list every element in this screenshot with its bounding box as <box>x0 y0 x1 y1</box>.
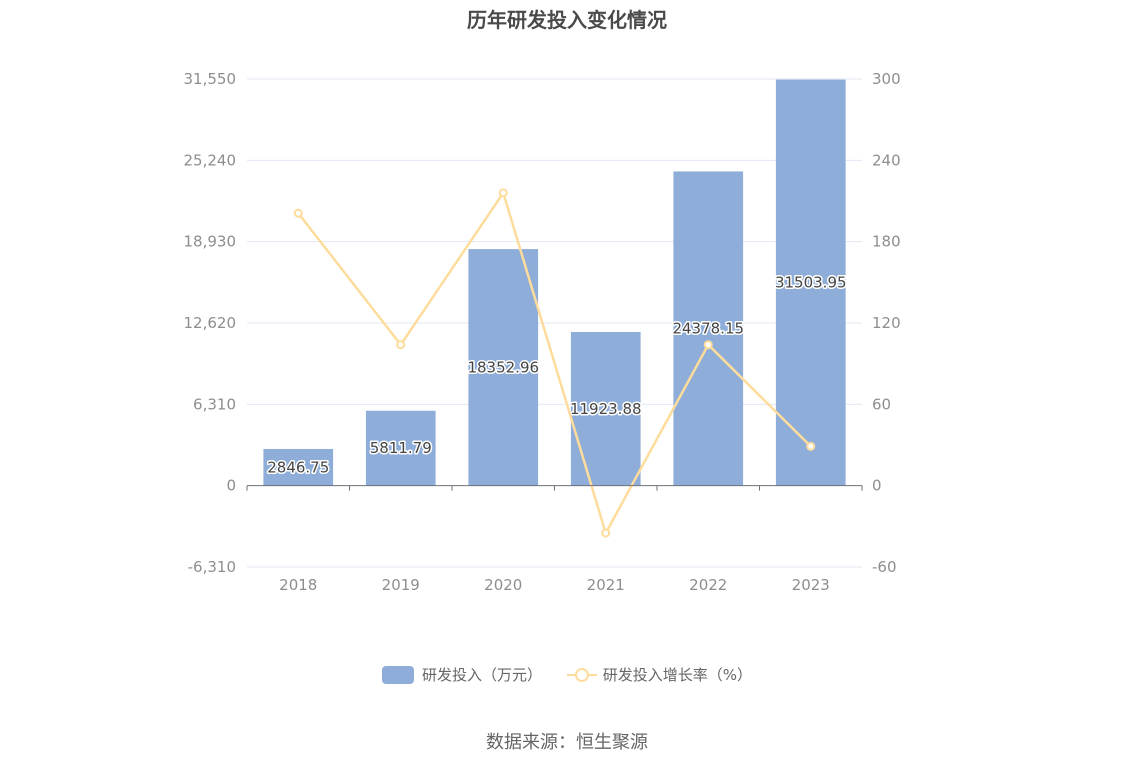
y-right-tick-label: 0 <box>872 477 882 495</box>
growth-point-2021 <box>601 528 611 538</box>
source-note: 数据来源：恒生聚源 <box>486 732 648 753</box>
y-right-tick-label: 300 <box>872 70 901 88</box>
bar-2018 <box>263 448 334 486</box>
growth-point-2022 <box>703 340 713 350</box>
y-left-tick-label: 6,310 <box>193 395 236 413</box>
grid-lines <box>247 78 862 568</box>
legend-item-bar[interactable]: 研发投入（万元） <box>381 664 542 685</box>
x-tick-label-2021: 2021 <box>587 576 625 594</box>
bar-label-2021: 11923.88 <box>570 400 642 418</box>
x-tick-label-2018: 2018 <box>279 576 317 594</box>
bar-labels: 2846.75 5811.79 18352.96 11923.88 24378.15 31… <box>266 272 848 478</box>
growth-point-2023 <box>806 441 816 451</box>
y-right-tick-label: 120 <box>872 314 901 332</box>
x-tick-label-2023: 2023 <box>792 576 830 594</box>
growth-point-2019 <box>396 340 406 350</box>
y-left-tick-label: 18,930 <box>184 233 237 251</box>
growth-point-2018 <box>293 208 303 218</box>
bars <box>263 79 846 486</box>
axes: -6,310 -60 0 0 6,310 60 12,620 120 18,930 180 25,2… <box>184 70 901 594</box>
bar-2019 <box>365 410 436 486</box>
y-right-tick-label: 180 <box>872 233 901 251</box>
growth-line <box>293 188 816 538</box>
bar-label-2018: 2846.75 <box>267 458 329 476</box>
y-right-tick-label: -60 <box>872 558 897 576</box>
bar-label-2020: 18352.96 <box>467 358 539 376</box>
y-right-tick-label: 60 <box>872 395 891 413</box>
y-left-tick-label: -6,310 <box>188 558 236 576</box>
x-tick-label-2019: 2019 <box>382 576 420 594</box>
growth-line-path <box>297 189 812 537</box>
bar-2022 <box>673 171 744 486</box>
legend-line-label: 研发投入增长率（%） <box>602 666 753 684</box>
bar-label-2023: 31503.95 <box>775 274 847 292</box>
legend-line-swatch <box>566 666 597 684</box>
bar-label-2022: 24378.15 <box>672 320 744 338</box>
y-left-tick-label: 12,620 <box>184 314 237 332</box>
legend-bar-label: 研发投入（万元） <box>421 666 542 684</box>
bar-label-2019: 5811.79 <box>370 439 432 457</box>
y-left-tick-label: 25,240 <box>184 151 237 169</box>
growth-point-2020 <box>498 188 508 198</box>
x-tick-label-2020: 2020 <box>484 576 522 594</box>
y-left-tick-label: 31,550 <box>184 70 237 88</box>
x-tick-label-2022: 2022 <box>689 576 727 594</box>
bar-2020 <box>468 249 539 486</box>
legend: 研发投入（万元） 研发投入增长率（%） <box>0 664 1134 688</box>
y-left-tick-label: 0 <box>226 477 236 495</box>
legend-bar-swatch <box>381 665 414 684</box>
chart-title: 历年研发投入变化情况 <box>467 8 667 32</box>
bar-2023 <box>775 79 846 486</box>
legend-item-line[interactable]: 研发投入增长率（%） <box>566 664 753 685</box>
y-right-tick-label: 240 <box>872 151 901 169</box>
